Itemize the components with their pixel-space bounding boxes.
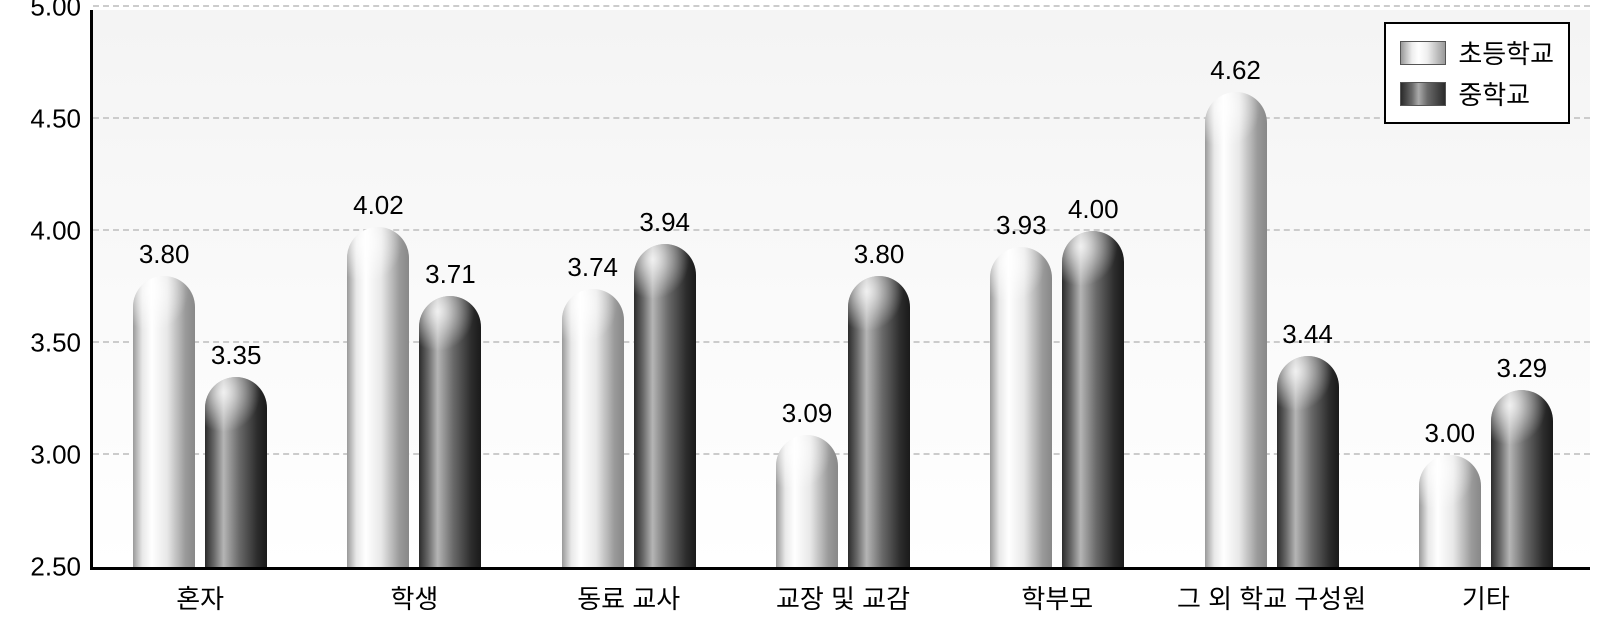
xtick-label: 그 외 학교 구성원 — [1177, 579, 1366, 616]
bar-value-label: 3.71 — [425, 259, 476, 290]
ytick-label: 3.00 — [30, 440, 81, 471]
legend-item: 중학교 — [1400, 73, 1554, 114]
chart-area: 초등학교 중학교 2.503.003.504.004.505.003.803.3… — [90, 10, 1590, 570]
bar: 3.09 — [776, 435, 838, 567]
bar-value-label: 3.00 — [1425, 418, 1476, 449]
bar-value-label: 3.74 — [567, 252, 618, 283]
legend: 초등학교 중학교 — [1384, 22, 1570, 124]
xtick-label: 학생 — [391, 579, 439, 616]
gridline — [93, 229, 1590, 231]
bar-value-label: 4.02 — [353, 190, 404, 221]
ytick-label: 2.50 — [30, 552, 81, 583]
bar-value-label: 3.80 — [854, 239, 905, 270]
bar: 3.44 — [1277, 356, 1339, 567]
bar: 3.94 — [634, 244, 696, 567]
bar-value-label: 3.09 — [782, 398, 833, 429]
gridline — [93, 117, 1590, 119]
xtick-label: 기타 — [1462, 579, 1510, 616]
bar-value-label: 3.29 — [1497, 353, 1548, 384]
bar: 3.93 — [990, 247, 1052, 567]
bar: 3.35 — [205, 377, 267, 567]
ytick-label: 3.50 — [30, 328, 81, 359]
bar: 3.80 — [848, 276, 910, 567]
xtick-label: 교장 및 교감 — [776, 579, 910, 616]
bar-value-label: 3.93 — [996, 210, 1047, 241]
xtick-label: 혼자 — [176, 579, 224, 616]
bar-value-label: 4.62 — [1210, 55, 1261, 86]
legend-label: 중학교 — [1458, 75, 1530, 112]
legend-swatch-dark — [1400, 82, 1446, 106]
bar-value-label: 3.94 — [639, 207, 690, 238]
ytick-label: 4.50 — [30, 104, 81, 135]
gridline — [93, 341, 1590, 343]
bar: 3.29 — [1491, 390, 1553, 567]
bar: 3.80 — [133, 276, 195, 567]
ytick-label: 4.00 — [30, 216, 81, 247]
bar-value-label: 3.44 — [1282, 319, 1333, 350]
legend-swatch-light — [1400, 41, 1446, 65]
bar: 3.74 — [562, 289, 624, 567]
bar: 4.00 — [1062, 231, 1124, 567]
bar: 3.00 — [1419, 455, 1481, 567]
gridline — [93, 5, 1590, 7]
gridline — [93, 453, 1590, 455]
bar-value-label: 3.35 — [211, 340, 262, 371]
legend-item: 초등학교 — [1400, 32, 1554, 73]
bar: 4.02 — [347, 227, 409, 567]
xtick-label: 동료 교사 — [577, 579, 680, 616]
bar: 3.71 — [419, 296, 481, 567]
bar-value-label: 4.00 — [1068, 194, 1119, 225]
bar-value-label: 3.80 — [139, 239, 190, 270]
bar: 4.62 — [1205, 92, 1267, 567]
ytick-label: 5.00 — [30, 0, 81, 23]
xtick-label: 학부모 — [1021, 579, 1093, 616]
legend-label: 초등학교 — [1458, 34, 1554, 71]
